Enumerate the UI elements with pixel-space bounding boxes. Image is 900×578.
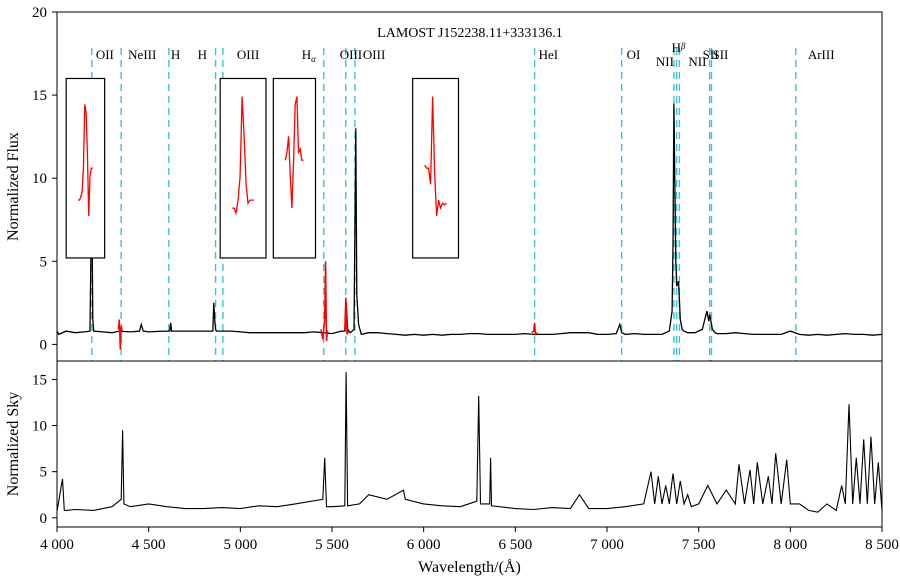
- y-tick-label: 0: [40, 337, 48, 353]
- y-tick-label: 5: [40, 254, 48, 270]
- inset-zoom-box: [272, 77, 317, 259]
- line-label: OI: [627, 47, 641, 62]
- plot-frame: [56, 360, 883, 528]
- y-tick-label: 15: [32, 372, 47, 388]
- line-label: OIII: [363, 47, 385, 62]
- highlighted-line-segment: [531, 322, 538, 337]
- y-tick-label: 20: [32, 5, 47, 21]
- x-tick-label: 8 000: [773, 537, 807, 553]
- y-axis-label: Normalized Flux: [5, 132, 22, 241]
- x-axis-label: Wavelength/(Å): [418, 558, 521, 576]
- y-tick-label: 5: [40, 465, 48, 481]
- line-label: Hα: [302, 47, 316, 64]
- x-tick-label: 7 500: [682, 537, 716, 553]
- x-tick-label: 6 500: [498, 537, 532, 553]
- line-label: OIII: [237, 47, 259, 62]
- inset-line-profile: [232, 96, 254, 216]
- x-tick-label: 5 500: [315, 537, 349, 553]
- line-label: OII: [96, 47, 114, 62]
- y-axis-label: Normalized Sky: [5, 392, 22, 496]
- x-tick-label: 7 000: [590, 537, 624, 553]
- highlighted-line-segment: [320, 261, 329, 342]
- line-label: NII: [688, 54, 706, 69]
- line-label: SII: [713, 47, 729, 62]
- chart-title: LAMOST J152238.11+333136.1: [377, 26, 563, 41]
- line-label: NII: [656, 54, 674, 69]
- line-label: H: [171, 47, 180, 62]
- inset-zoom-box: [412, 77, 460, 259]
- x-tick-label: 6 000: [407, 537, 441, 553]
- x-tick-label: 8 500: [865, 537, 899, 553]
- line-label: HeI: [539, 47, 559, 62]
- plot-frame: [56, 11, 883, 362]
- line-label: NeIII: [128, 47, 156, 62]
- line-label: SII: [703, 47, 719, 62]
- x-tick-label: 4 000: [40, 537, 74, 553]
- inset-line-profile: [78, 104, 93, 217]
- highlighted-line-segment: [117, 319, 123, 350]
- line-label: H: [198, 47, 207, 62]
- line-label: ArIII: [808, 47, 835, 62]
- inset-line-profile: [284, 96, 304, 209]
- line-label: OIII: [340, 47, 362, 62]
- y-tick-label: 15: [32, 88, 47, 104]
- sky-spectrum-line: [56, 372, 883, 513]
- x-tick-label: 5 000: [223, 537, 257, 553]
- y-tick-label: 10: [32, 171, 47, 187]
- y-tick-label: 10: [32, 419, 47, 435]
- inset-line-profile: [424, 96, 447, 217]
- spectrum-line: [56, 103, 883, 336]
- y-tick-label: 0: [40, 511, 48, 527]
- line-label: Hβ: [672, 40, 686, 55]
- x-tick-label: 4 500: [132, 537, 166, 553]
- highlighted-line-segment: [344, 297, 350, 335]
